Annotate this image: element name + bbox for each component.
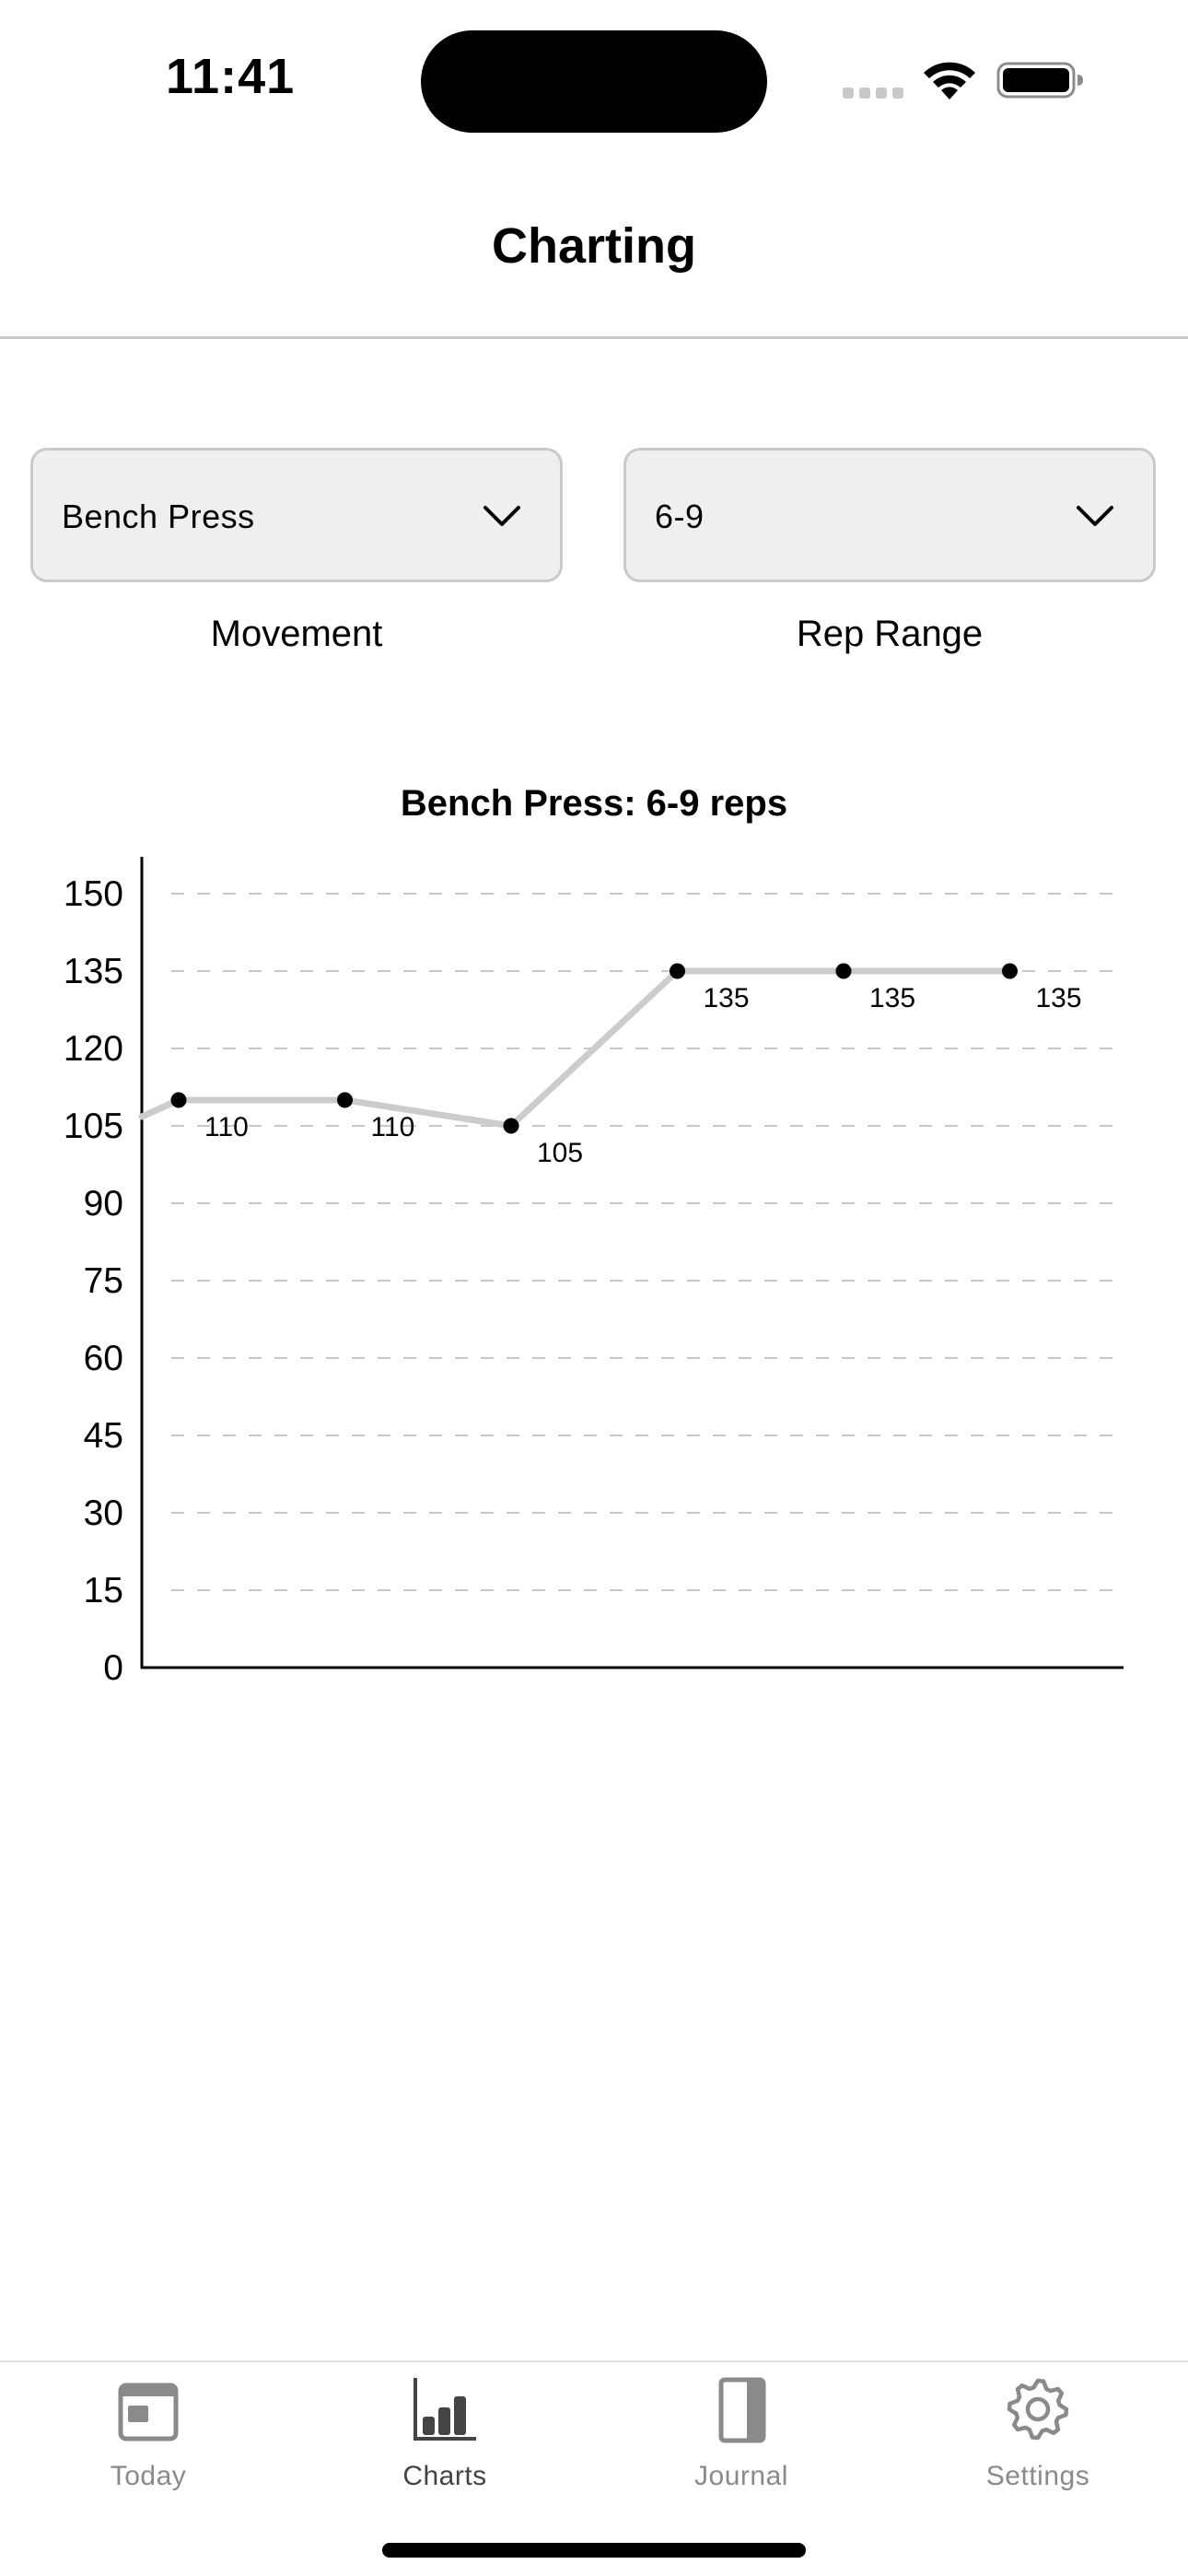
y-tick-label: 30 (84, 1493, 123, 1533)
tab-today[interactable]: Today (0, 2372, 297, 2501)
book-icon (718, 2377, 766, 2443)
y-tick-label: 0 (103, 1648, 123, 1688)
dynamic-island (421, 30, 767, 133)
gear-icon (1007, 2378, 1069, 2441)
chart-title: Bench Press: 6-9 reps (400, 783, 788, 824)
home-indicator (382, 2543, 806, 2558)
movement-caption: Movement (210, 614, 383, 654)
page-title: Charting (492, 218, 696, 274)
y-tick-label: 135 (64, 952, 123, 991)
tab-settings-label: Settings (985, 2461, 1090, 2491)
y-tick-label: 150 (64, 874, 123, 914)
tab-journal[interactable]: Journal (593, 2372, 890, 2501)
data-point (670, 963, 685, 979)
series-points (170, 963, 1018, 1134)
tab-today-label: Today (110, 2461, 187, 2491)
y-tick-label: 45 (84, 1416, 123, 1456)
data-point (170, 1092, 187, 1108)
data-label: 135 (869, 983, 915, 1013)
cellular-signal-icon (843, 88, 903, 99)
chart-axes (140, 857, 1124, 1669)
tab-settings[interactable]: Settings (890, 2372, 1186, 2501)
tab-charts-label: Charts (402, 2461, 487, 2491)
y-tick-label: 75 (84, 1261, 123, 1301)
bar-chart-icon (413, 2378, 476, 2441)
rep-range-caption: Rep Range (796, 614, 984, 654)
movement-picker-value: Bench Press (62, 498, 255, 535)
rep-range-picker[interactable]: 6-9 (623, 448, 1156, 582)
calendar-icon (118, 2383, 179, 2441)
tab-charts[interactable]: Charts (297, 2372, 593, 2501)
y-tick-label: 60 (84, 1339, 123, 1378)
battery-icon (996, 62, 1083, 99)
data-label: 135 (704, 983, 750, 1013)
rep-range-picker-value: 6-9 (655, 498, 705, 535)
status-time: 11:41 (166, 49, 296, 104)
data-point (503, 1118, 519, 1134)
data-label: 135 (1036, 983, 1082, 1013)
data-label: 105 (537, 1138, 583, 1168)
tab-bar-divider (0, 2360, 1188, 2362)
chart-gridlines (171, 893, 1124, 1591)
series-data-labels: 110 110 105 135 135 135 (204, 983, 1082, 1168)
y-tick-label: 120 (64, 1029, 123, 1069)
movement-picker[interactable]: Bench Press (30, 448, 563, 582)
nav-divider (0, 336, 1188, 339)
data-label: 110 (204, 1112, 249, 1142)
y-tick-label: 105 (64, 1107, 123, 1146)
chevron-down-icon (483, 506, 520, 526)
wifi-icon (924, 62, 975, 100)
data-label: 110 (371, 1112, 415, 1142)
data-point (1002, 963, 1018, 979)
y-tick-label: 90 (84, 1184, 123, 1224)
tab-journal-label: Journal (694, 2461, 788, 2491)
data-point (835, 963, 852, 979)
chevron-down-icon (1077, 506, 1113, 526)
data-point (337, 1092, 353, 1108)
y-tick-label: 15 (84, 1571, 123, 1610)
